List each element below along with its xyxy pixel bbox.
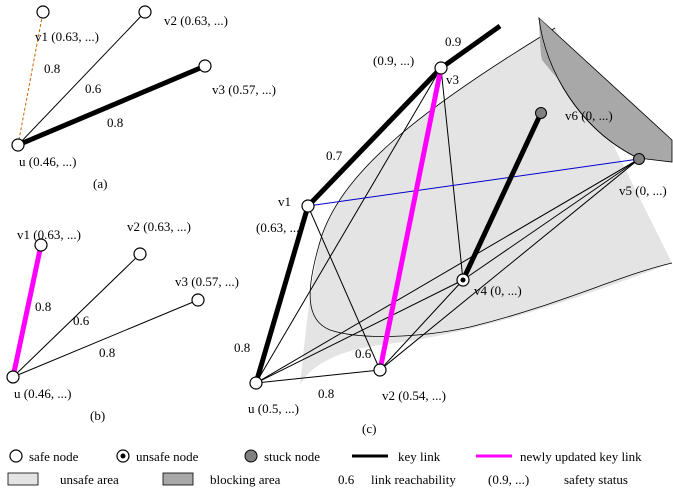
legend-status-label: safety status — [564, 472, 628, 487]
legend-blocking-area-icon — [162, 472, 194, 486]
panel-b-node-v1 — [34, 238, 48, 252]
reach-u-v2: 0.8 — [318, 386, 334, 401]
new-key-link-v2-v3 — [377, 67, 444, 371]
legend-safe-node-icon — [9, 449, 23, 463]
legend-reach-label: link reachability — [371, 472, 456, 487]
key-link-v3-out — [439, 23, 502, 71]
legend-blocking-area-label: blocking area — [210, 472, 281, 487]
panel-b-link-u-v2 — [12, 253, 141, 378]
link-v2-v5 — [379, 158, 640, 371]
key-link-u-v1 — [253, 205, 311, 384]
unsafe-area-region — [300, 28, 672, 385]
reach-v2-v3: 0.6 — [355, 346, 372, 361]
panel-b-link-u-v3 — [12, 299, 199, 378]
panel-b-caption: (b) — [90, 408, 105, 423]
panel-b-label-u: u (0.46, ...) — [14, 386, 71, 401]
node-v1-safe — [301, 199, 315, 213]
node-v3-safe — [434, 61, 448, 75]
panel-a-node-u — [11, 138, 25, 152]
node-v6-stuck — [535, 107, 547, 119]
legend-unsafe-area-icon — [7, 472, 39, 486]
blocking-area-fill — [539, 18, 672, 145]
label-v1-status: (0.63, ...) — [256, 220, 304, 235]
legend-stuck-node-icon — [244, 449, 258, 463]
legend-unsafe-node-dot-icon — [120, 453, 126, 459]
panel-a-label-u: u (0.46, ...) — [19, 154, 76, 169]
legend-unsafe-node-label: unsafe node — [136, 449, 199, 464]
label-v5: v5 (0, ...) — [619, 183, 667, 198]
legend-key-link-label: key link — [398, 449, 441, 464]
reach-u-v1: 0.8 — [234, 340, 250, 355]
link-u-v5 — [255, 158, 640, 384]
panel-b: v1 (0.63, ...) v2 (0.63, ...) v3 (0.57, … — [6, 219, 239, 423]
panel-a-label-v3: v3 (0.57, ...) — [212, 82, 276, 97]
panel-b-label-v1: v1 (0.63, ...) — [17, 227, 81, 242]
panel-c-caption: (c) — [362, 421, 376, 436]
node-v4-unsafe-dot — [460, 277, 466, 283]
panel-a-label-v2: v2 (0.63, ...) — [164, 13, 228, 28]
panel-a-node-v3 — [198, 59, 212, 73]
panel-b-node-v3 — [191, 293, 205, 307]
legend-status-sample: (0.9, ...) — [488, 472, 529, 487]
reach-v3-out: 0.9 — [445, 34, 461, 49]
label-v4: v4 (0, ...) — [474, 283, 522, 298]
legend-stuck-node-label: stuck node — [264, 449, 320, 464]
panel-a-label-v1: v1 (0.63, ...) — [35, 29, 99, 44]
panel-a-reach-u-v2: 0.6 — [85, 81, 102, 96]
panel-b-reach-u-v1: 0.8 — [35, 299, 51, 314]
link-v3-v4 — [440, 67, 464, 281]
node-v5-stuck — [633, 153, 645, 165]
panel-a-reach-u-v1: 0.8 — [44, 61, 60, 76]
panel-a-caption: (a) — [93, 176, 107, 191]
panel-b-reach-u-v3: 0.8 — [99, 345, 115, 360]
panel-b-node-u — [6, 370, 20, 384]
link-u-v4 — [255, 279, 464, 384]
label-v3-status: (0.9, ...) — [373, 53, 414, 68]
legend-reach-sample: 0.6 — [338, 472, 355, 487]
panel-a-key-link-u-v3 — [17, 63, 206, 148]
label-v2: v2 (0.54, ...) — [382, 388, 446, 403]
panel-a: v1 (0.63, ...) v2 (0.63, ...) v3 (0.57, … — [11, 5, 276, 191]
legend-unsafe-area-label: unsafe area — [60, 472, 119, 487]
reach-v1-v3: 0.7 — [326, 148, 343, 163]
node-u-safe — [249, 376, 263, 390]
panel-a-link-u-v2 — [17, 11, 146, 146]
key-link-v4-v6 — [460, 111, 544, 282]
link-u-v2 — [255, 369, 381, 384]
label-u: u (0.5, ...) — [248, 401, 299, 416]
legend: safe node unsafe node stuck node key lin… — [7, 449, 642, 487]
panel-a-link-u-v1 — [17, 11, 44, 146]
link-v4-v5 — [462, 158, 640, 281]
panel-a-node-v1 — [36, 5, 50, 19]
panel-c: (0.9, ...) v3 v1 (0.63, ...) v6 (0, ...)… — [234, 16, 673, 436]
node-v2-safe — [373, 363, 387, 377]
panel-b-node-v2 — [133, 247, 147, 261]
label-v3-name: v3 — [446, 72, 459, 87]
panel-b-new-key-link-u-v1 — [10, 244, 44, 378]
link-v2-v4 — [379, 279, 464, 371]
legend-new-key-link-label: newly updated key link — [520, 449, 642, 464]
legend-safe-node-label: safe node — [29, 449, 79, 464]
panel-b-reach-u-v2: 0.6 — [73, 313, 90, 328]
link-v1-v2 — [307, 205, 381, 371]
label-v6: v6 (0, ...) — [565, 108, 613, 123]
blocking-area-outline — [538, 17, 639, 159]
link-u-v3 — [255, 67, 442, 384]
label-v1-name: v1 — [278, 194, 291, 209]
panel-b-label-v3: v3 (0.57, ...) — [175, 274, 239, 289]
panel-a-node-v2 — [138, 5, 152, 19]
link-v1-v5-blue — [307, 158, 640, 207]
panel-b-label-v2: v2 (0.63, ...) — [127, 219, 191, 234]
panel-a-reach-u-v3: 0.8 — [107, 115, 123, 130]
unsafe-area-outline — [321, 27, 556, 236]
unsafe-area-lower-outline — [309, 234, 673, 337]
key-link-v1-v3 — [306, 66, 443, 208]
